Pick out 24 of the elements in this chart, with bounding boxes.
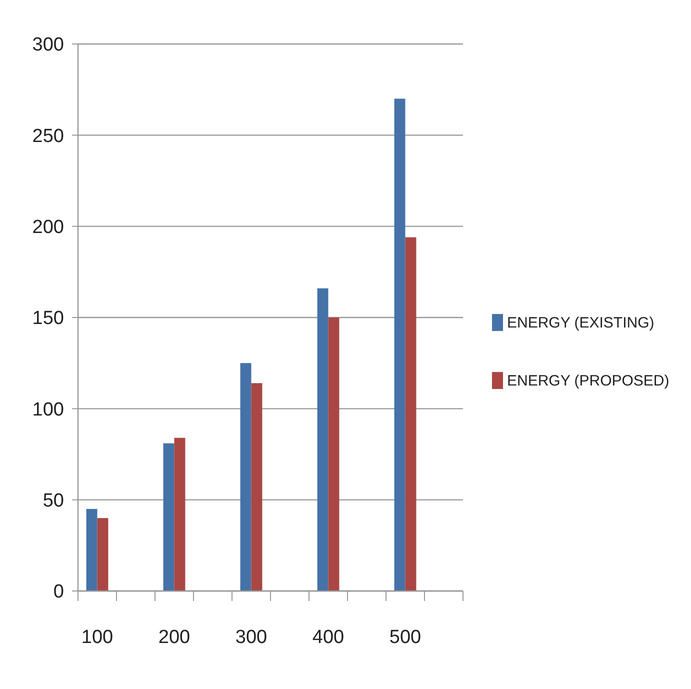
y-tick-label: 0 [53, 582, 64, 603]
bar [97, 518, 108, 591]
bar [251, 383, 262, 591]
bar [394, 98, 406, 591]
y-tick-label: 200 [32, 216, 64, 238]
y-tick-label: 100 [32, 399, 64, 420]
bar [174, 438, 186, 591]
bar [163, 443, 174, 591]
bar [317, 288, 328, 591]
y-tick-label: 300 [32, 34, 64, 56]
legend-label: ENERGY (EXISTING) [507, 314, 654, 332]
x-tick-label: 400 [312, 627, 344, 648]
y-tick-label: 150 [32, 308, 64, 330]
bar [328, 318, 340, 591]
bar [86, 508, 98, 591]
x-tick-label: 200 [158, 627, 190, 648]
x-tick-label: 500 [389, 627, 422, 648]
legend-label: ENERGY (PROPOSED) [507, 372, 670, 390]
x-tick-label: 300 [235, 627, 268, 648]
bar [405, 237, 416, 591]
bar [240, 363, 252, 591]
x-tick-label: 100 [81, 627, 114, 648]
y-tick-label: 50 [42, 490, 64, 512]
y-tick-label: 250 [32, 126, 64, 147]
